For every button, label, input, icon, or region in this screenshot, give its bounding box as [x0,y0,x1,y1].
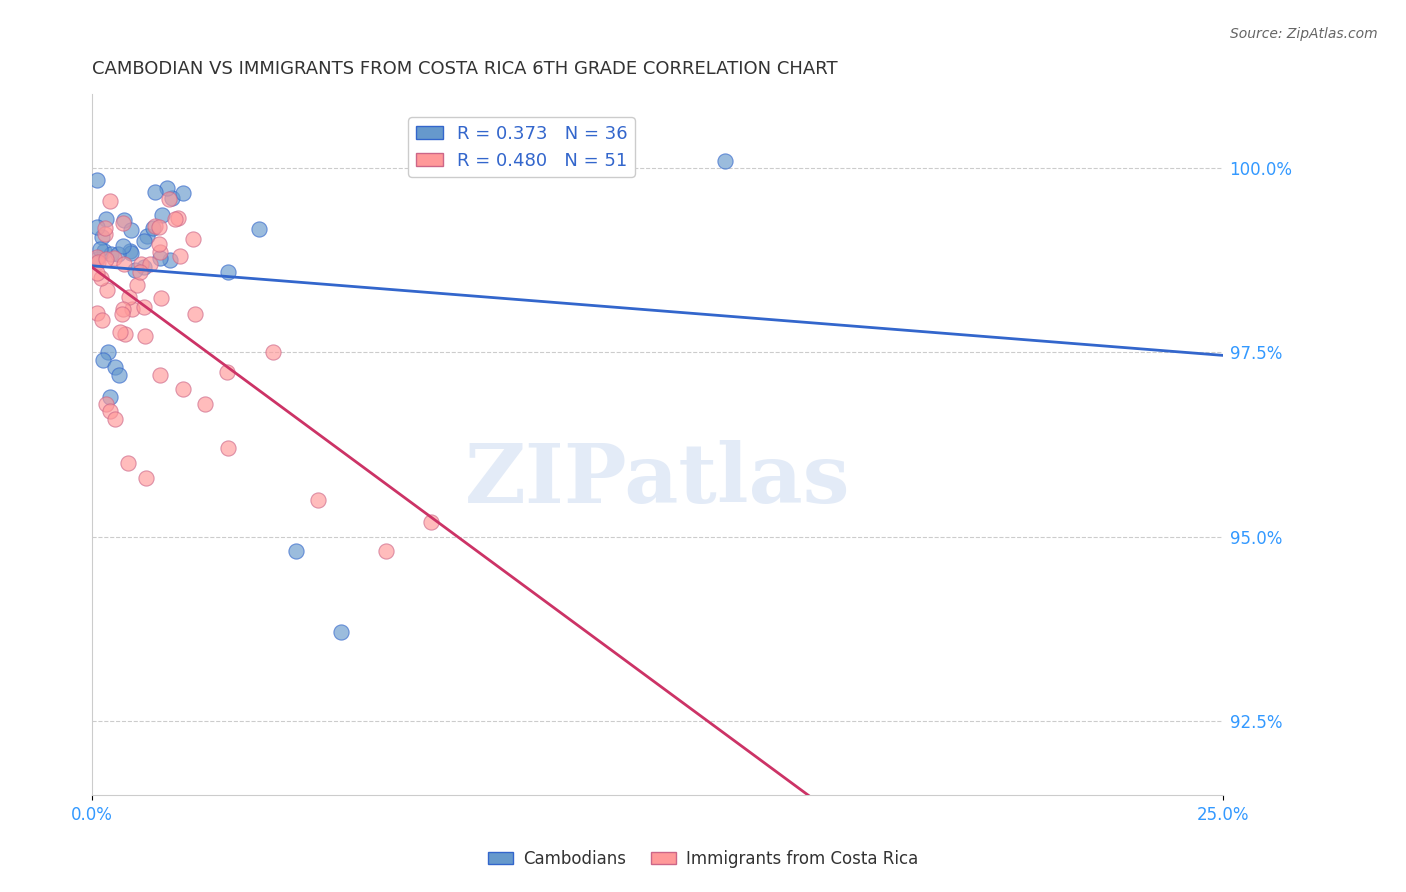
Point [150,291,173,305]
Point [138,257,160,271]
Point [329,625,352,640]
Point [91,229,114,244]
Point [93,244,115,259]
Point [143,185,166,199]
Point [86,306,108,320]
Point [172,186,194,200]
Legend: R = 0.373   N = 36, R = 0.480   N = 51: R = 0.373 N = 36, R = 0.480 N = 51 [409,118,636,177]
Point [181,232,204,246]
Point [120,223,142,237]
Point [135,229,157,244]
Point [86,219,108,234]
Point [100,247,122,261]
Point [97,345,120,359]
Point [104,411,127,425]
Point [118,290,141,304]
Point [112,213,135,227]
Point [98,390,121,404]
Point [156,181,179,195]
Point [128,265,150,279]
Text: 0.0%: 0.0% [72,805,112,823]
Point [163,212,186,227]
Point [148,220,170,235]
Point [121,302,143,317]
Point [184,307,207,321]
Point [142,221,165,235]
Point [162,191,184,205]
Point [94,221,117,235]
Point [217,441,239,455]
Point [284,544,307,558]
Point [104,360,127,375]
Point [87,255,110,269]
Point [90,313,112,327]
Point [172,382,194,396]
Text: CAMBODIAN VS IMMIGRANTS FROM COSTA RICA 6TH GRADE CORRELATION CHART: CAMBODIAN VS IMMIGRANTS FROM COSTA RICA … [93,60,838,78]
Point [111,307,134,321]
Point [112,301,135,316]
Point [132,300,155,314]
Point [129,257,152,271]
Point [420,515,443,529]
Point [157,192,180,206]
Point [149,251,172,265]
Point [217,365,239,379]
Point [103,251,125,265]
Point [96,284,118,298]
Point [247,222,270,236]
Point [89,243,111,257]
Point [194,397,217,411]
Point [98,404,121,418]
Point [127,277,149,292]
Text: Source: ZipAtlas.com: Source: ZipAtlas.com [1230,27,1378,41]
Point [159,252,181,267]
Point [114,257,136,271]
Point [93,352,115,367]
Point [135,471,157,485]
Point [143,219,166,233]
Point [112,239,135,253]
Point [93,227,115,241]
Point [307,492,329,507]
Point [111,216,134,230]
Point [90,271,112,285]
Point [86,266,108,280]
Point [149,244,172,259]
Point [375,544,398,558]
Point [167,211,190,225]
Point [120,246,142,260]
Point [134,328,156,343]
Point [217,265,239,279]
Point [86,250,108,264]
Point [94,211,117,226]
Point [150,208,173,222]
Point [132,260,155,274]
Point [149,368,172,382]
Point [114,327,136,342]
Point [169,249,191,263]
Text: ZIPatlas: ZIPatlas [464,440,851,519]
Text: 25.0%: 25.0% [1197,805,1249,823]
Point [86,252,108,267]
Point [94,397,117,411]
Point [262,345,284,359]
Point [117,456,139,470]
Point [148,236,170,251]
Legend: Cambodians, Immigrants from Costa Rica: Cambodians, Immigrants from Costa Rica [481,844,925,875]
Point [98,194,121,208]
Point [134,234,156,248]
Point [714,153,737,168]
Point [108,325,131,339]
Point [118,244,141,258]
Point [96,252,118,266]
Point [108,368,131,382]
Point [86,173,108,187]
Point [107,246,129,260]
Point [124,263,146,277]
